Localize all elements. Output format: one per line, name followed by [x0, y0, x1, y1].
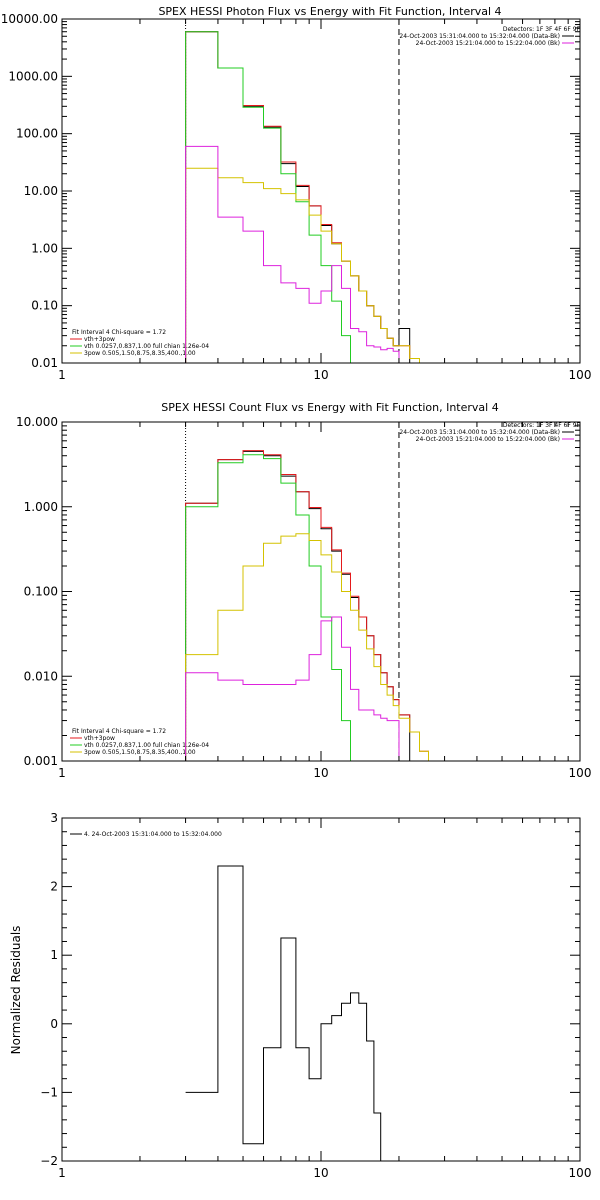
legend-fit-vth: vth 0.0257,0.837,1.00 full chian 1.26e-0…: [84, 742, 209, 749]
plot-frame: [61, 817, 581, 1162]
legend-fit-3pow: 3pow 0.505,1.50,8.75,8.35,400.,1.00: [84, 749, 196, 756]
legend-swatches: [70, 35, 574, 354]
y-tick-label: 0.001: [24, 754, 58, 768]
y-axis: 0.001 0.010 0.100 1.000 10.000: [16, 415, 580, 768]
count-flux-fit-legend: Fit Interval 4 Chi-square = 1.72 vth+3po…: [72, 728, 209, 756]
photon-flux-fit-legend: Fit Interval 4 Chi-square = 1.72 vth+3po…: [72, 329, 209, 357]
series-vth+3pow-line: [185, 31, 429, 363]
count-flux-title: SPEX HESSI Count Flux vs Energy with Fit…: [161, 401, 498, 414]
y-axis: 0.01 0.10 1.00 10.00 100.00 1000.00 10000.00: [1, 12, 580, 370]
x-tick-label: 10: [313, 766, 328, 780]
residuals-panel: Normalized Residuals 4. 24-Oct-2003 15:3…: [9, 811, 591, 1180]
legend-swatches: [70, 431, 574, 753]
legend-bk-interval: 24-Oct-2003 15:21:04.000 to 15:22:04.000…: [416, 40, 560, 47]
series-bk-line: [185, 145, 400, 363]
legend-detectors: Detectors: 1F 3F 4F 6F 9F: [503, 26, 581, 33]
x-axis: 1 10 100: [58, 19, 591, 382]
x-tick-label: 100: [569, 766, 592, 780]
y-tick-label: 0.100: [24, 585, 58, 599]
y-tick-label: 10.00: [24, 184, 58, 198]
x-tick-label: 1: [58, 766, 66, 780]
series-3pow-line: [185, 533, 429, 761]
photon-flux-title: SPEX HESSI Photon Flux vs Energy with Fi…: [158, 5, 501, 18]
y-tick-label: 0.010: [24, 669, 58, 683]
count-flux-legend-header: Detectors: 1F 3F 4F 6F 9F 24-Oct-2003 15…: [399, 422, 580, 443]
series-vth+3pow-line: [185, 450, 429, 761]
count-flux-panel: SPEX HESSI Count Flux vs Energy with Fit…: [16, 401, 591, 780]
x-axis: 1 10 100: [58, 818, 591, 1180]
legend-fit-3pow: 3pow 0.505,1.50,8.75,8.35,400.,1.00: [84, 350, 196, 357]
series-data-bk-line: [185, 31, 420, 363]
y-tick-label: 3: [50, 811, 58, 825]
y-tick-label: 10.000: [16, 415, 58, 429]
legend-fit-chi: Fit Interval 4 Chi-square = 1.72: [72, 728, 166, 735]
y-tick-label: 100.00: [16, 127, 58, 141]
photon-flux-legend-header: Detectors: 1F 3F 4F 6F 9F 24-Oct-2003 15…: [399, 26, 580, 47]
plot-frame: [61, 18, 581, 364]
series-bk-line: [185, 616, 400, 761]
y-tick-label: 2: [50, 880, 58, 894]
x-tick-label: 1: [58, 368, 66, 382]
legend-fit-total: vth+3pow: [84, 336, 115, 343]
y-tick-label: 1.00: [31, 241, 58, 255]
x-tick-label: 100: [569, 368, 592, 382]
y-tick-label: −1: [40, 1085, 58, 1099]
legend-fit-vth: vth 0.0257,0.837,1.00 full chian 1.26e-0…: [84, 343, 209, 350]
y-tick-label: 1.000: [24, 500, 58, 514]
legend-data-interval: 24-Oct-2003 15:31:04.000 to 15:32:04.000…: [399, 33, 560, 40]
series-vth-line: [185, 31, 359, 363]
x-tick-label: 1: [58, 1166, 66, 1180]
y-tick-label: 1000.00: [8, 69, 58, 83]
series-residuals-line: [185, 865, 388, 1161]
photon-flux-panel: SPEX HESSI Photon Flux vs Energy with Fi…: [1, 5, 592, 382]
series-vth-line: [185, 454, 359, 761]
residuals-ylabel: Normalized Residuals: [9, 926, 23, 1055]
y-tick-label: 1: [50, 948, 58, 962]
legend-detectors: Detectors: 1F 3F 4F 6F 9F: [503, 422, 581, 429]
y-tick-label: 0.10: [31, 299, 58, 313]
legend-fit-chi: Fit Interval 4 Chi-square = 1.72: [72, 329, 166, 336]
x-axis: 1 10 100: [58, 422, 591, 780]
y-tick-label: −2: [40, 1154, 58, 1168]
x-tick-label: 100: [569, 1166, 592, 1180]
residuals-legend: 4. 24-Oct-2003 15:31:04.000 to 15:32:04.…: [84, 831, 222, 838]
y-tick-label: 0.01: [31, 356, 58, 370]
series-3pow-line: [185, 167, 429, 363]
x-tick-label: 10: [313, 368, 328, 382]
y-tick-label: 0: [50, 1017, 58, 1031]
y-tick-label: 10000.00: [1, 12, 58, 26]
legend-fit-total: vth+3pow: [84, 735, 115, 742]
legend-data-interval: 24-Oct-2003 15:31:04.000 to 15:32:04.000…: [399, 429, 560, 436]
legend-bk-interval: 24-Oct-2003 15:21:04.000 to 15:22:04.000…: [416, 436, 560, 443]
x-tick-label: 10: [313, 1166, 328, 1180]
y-axis: −2 −1 0 1 2 3: [40, 811, 580, 1168]
